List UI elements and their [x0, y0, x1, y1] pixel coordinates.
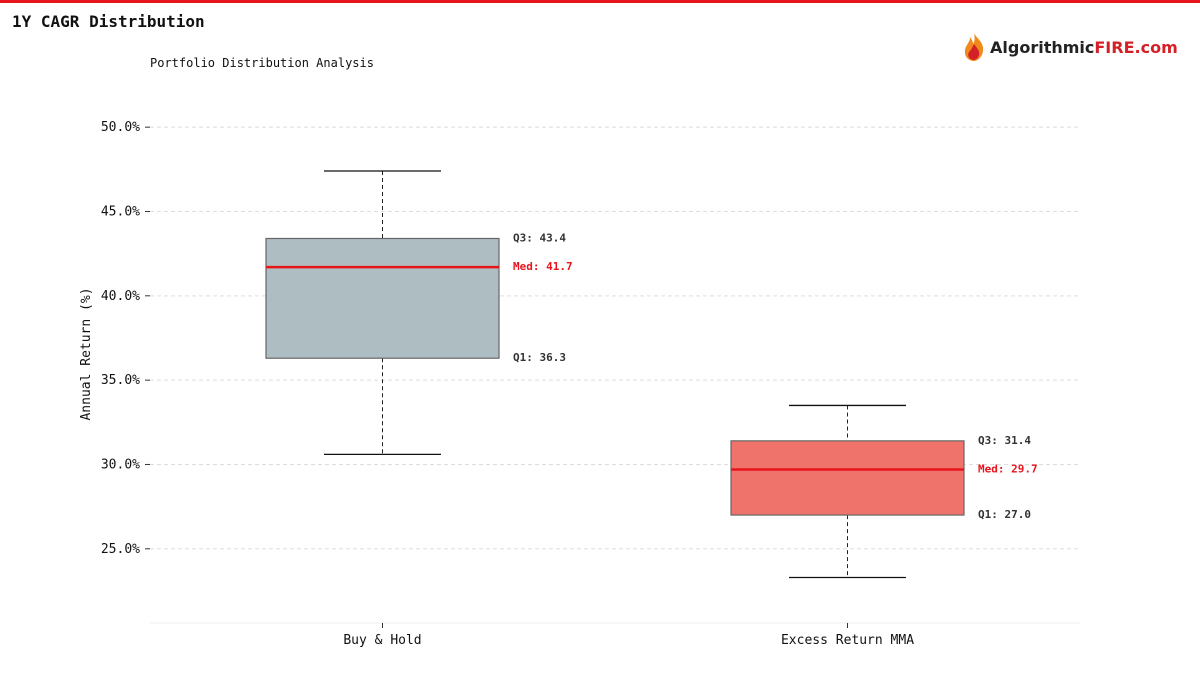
- box: [265, 237, 500, 359]
- y-tick-label: 25.0%: [101, 542, 140, 557]
- x-tick-label: Buy & Hold: [343, 633, 421, 648]
- x-tick-label: Excess Return MMA: [781, 633, 914, 648]
- y-tick-label: 30.0%: [101, 457, 140, 472]
- q1-label: Q1: 27.0: [978, 508, 1031, 521]
- flame-icon: [964, 33, 984, 61]
- y-tick-label: 50.0%: [101, 120, 140, 135]
- y-tick-label: 45.0%: [101, 204, 140, 219]
- median-label: Med: 41.7: [513, 260, 573, 273]
- page-title: 1Y CAGR Distribution: [12, 12, 205, 31]
- logo: Algorithmic FIRE.com: [962, 32, 1178, 62]
- y-tick-label: 35.0%: [101, 373, 140, 388]
- chart-subtitle: Portfolio Distribution Analysis: [150, 56, 374, 70]
- logo-text-main: Algorithmic: [990, 37, 1095, 57]
- q3-label: Q3: 43.4: [513, 231, 566, 244]
- median-label: Med: 29.7: [978, 463, 1038, 476]
- y-tick-label: 40.0%: [101, 289, 140, 304]
- q3-label: Q3: 31.4: [978, 434, 1031, 447]
- box: [730, 440, 965, 516]
- logo-text-accent: FIRE.com: [1094, 37, 1178, 57]
- top-accent-bar: [0, 0, 1200, 3]
- q1-label: Q1: 36.3: [513, 351, 566, 364]
- y-axis-label: Annual Return (%): [79, 287, 94, 420]
